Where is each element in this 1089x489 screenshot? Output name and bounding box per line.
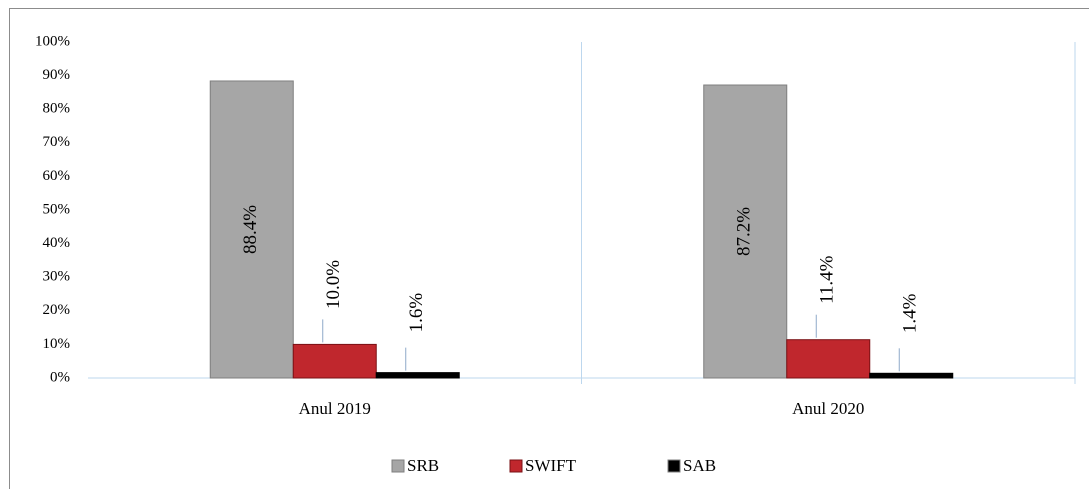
y-tick-label: 10% [43, 336, 71, 352]
legend-label: SRB [407, 456, 439, 475]
data-label: 1.4% [900, 293, 921, 333]
data-label: 1.6% [406, 293, 427, 333]
y-tick-label: 30% [43, 269, 71, 285]
bar [869, 372, 954, 379]
y-tick-label: 80% [43, 101, 71, 117]
y-tick-label: 90% [43, 67, 71, 83]
y-tick-label: 40% [43, 235, 71, 251]
legend-swatch [391, 459, 405, 473]
y-tick-label: 100% [35, 33, 70, 49]
bar [786, 339, 871, 379]
bar [292, 343, 377, 379]
y-tick-label: 20% [43, 302, 71, 318]
data-label: 10.0% [323, 260, 344, 309]
legend-label: SAB [683, 456, 716, 475]
data-label: 11.4% [817, 255, 838, 304]
x-tick-label: Anul 2019 [299, 399, 371, 418]
bar [209, 80, 294, 379]
data-label: 87.2% [734, 207, 755, 256]
bar [703, 84, 788, 379]
chart-border [9, 8, 1089, 489]
y-tick-label: 0% [50, 369, 70, 385]
y-tick-label: 70% [43, 134, 71, 150]
legend-swatch [509, 459, 523, 473]
y-tick-label: 60% [43, 168, 71, 184]
legend-label: SWIFT [525, 456, 577, 475]
bar [375, 372, 460, 379]
x-tick-label: Anul 2020 [792, 399, 864, 418]
legend-swatch [667, 459, 681, 473]
data-label: 88.4% [240, 205, 261, 254]
y-tick-label: 50% [43, 201, 71, 217]
